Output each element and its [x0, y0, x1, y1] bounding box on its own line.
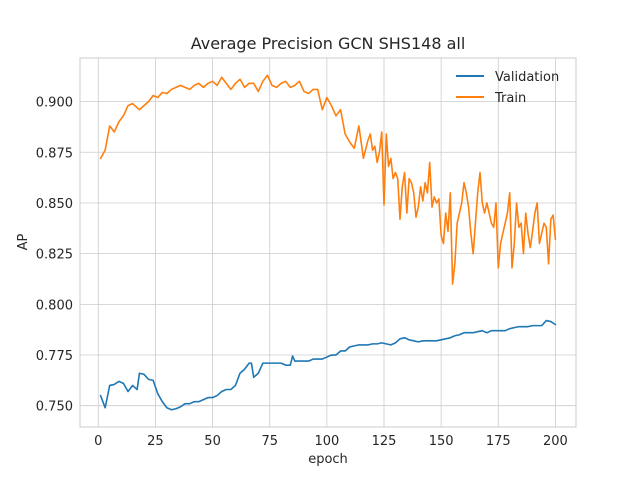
y-tick-label: 0.825	[36, 248, 73, 263]
x-tick-label: 150	[429, 434, 454, 449]
x-tick-label: 75	[261, 434, 278, 449]
x-tick-label: 125	[372, 434, 397, 449]
x-tick-label: 25	[147, 434, 164, 449]
y-tick-label: 0.900	[36, 96, 73, 111]
plot-area	[80, 58, 576, 427]
y-tick-label: 0.775	[36, 349, 73, 364]
y-tick-label: 0.850	[36, 197, 73, 212]
x-axis-label: epoch	[308, 452, 348, 467]
x-axis-ticks: 0 25 50 75 100 125 150 175 200	[94, 434, 568, 449]
y-tick-label: 0.750	[36, 400, 73, 415]
x-tick-label: 0	[94, 434, 102, 449]
chart-title: Average Precision GCN SHS148 all	[191, 34, 466, 53]
grid	[80, 58, 576, 427]
y-tick-label: 0.800	[36, 298, 73, 313]
y-axis-label: AP	[16, 233, 31, 250]
x-tick-label: 50	[204, 434, 221, 449]
series-layer	[99, 74, 557, 411]
x-tick-label: 175	[486, 434, 511, 449]
series-line-validation	[99, 319, 557, 411]
legend-label-train: Train	[494, 91, 526, 106]
legend: Validation Train	[456, 70, 559, 106]
x-tick-label: 100	[314, 434, 339, 449]
plot-frame	[79, 57, 577, 428]
legend-label-validation: Validation	[495, 70, 559, 85]
x-tick-label: 200	[543, 434, 568, 449]
y-tick-label: 0.875	[36, 146, 73, 161]
series-line-train	[99, 74, 557, 285]
y-axis-ticks: 0.750 0.775 0.800 0.825 0.850 0.875 0.900	[36, 96, 73, 415]
